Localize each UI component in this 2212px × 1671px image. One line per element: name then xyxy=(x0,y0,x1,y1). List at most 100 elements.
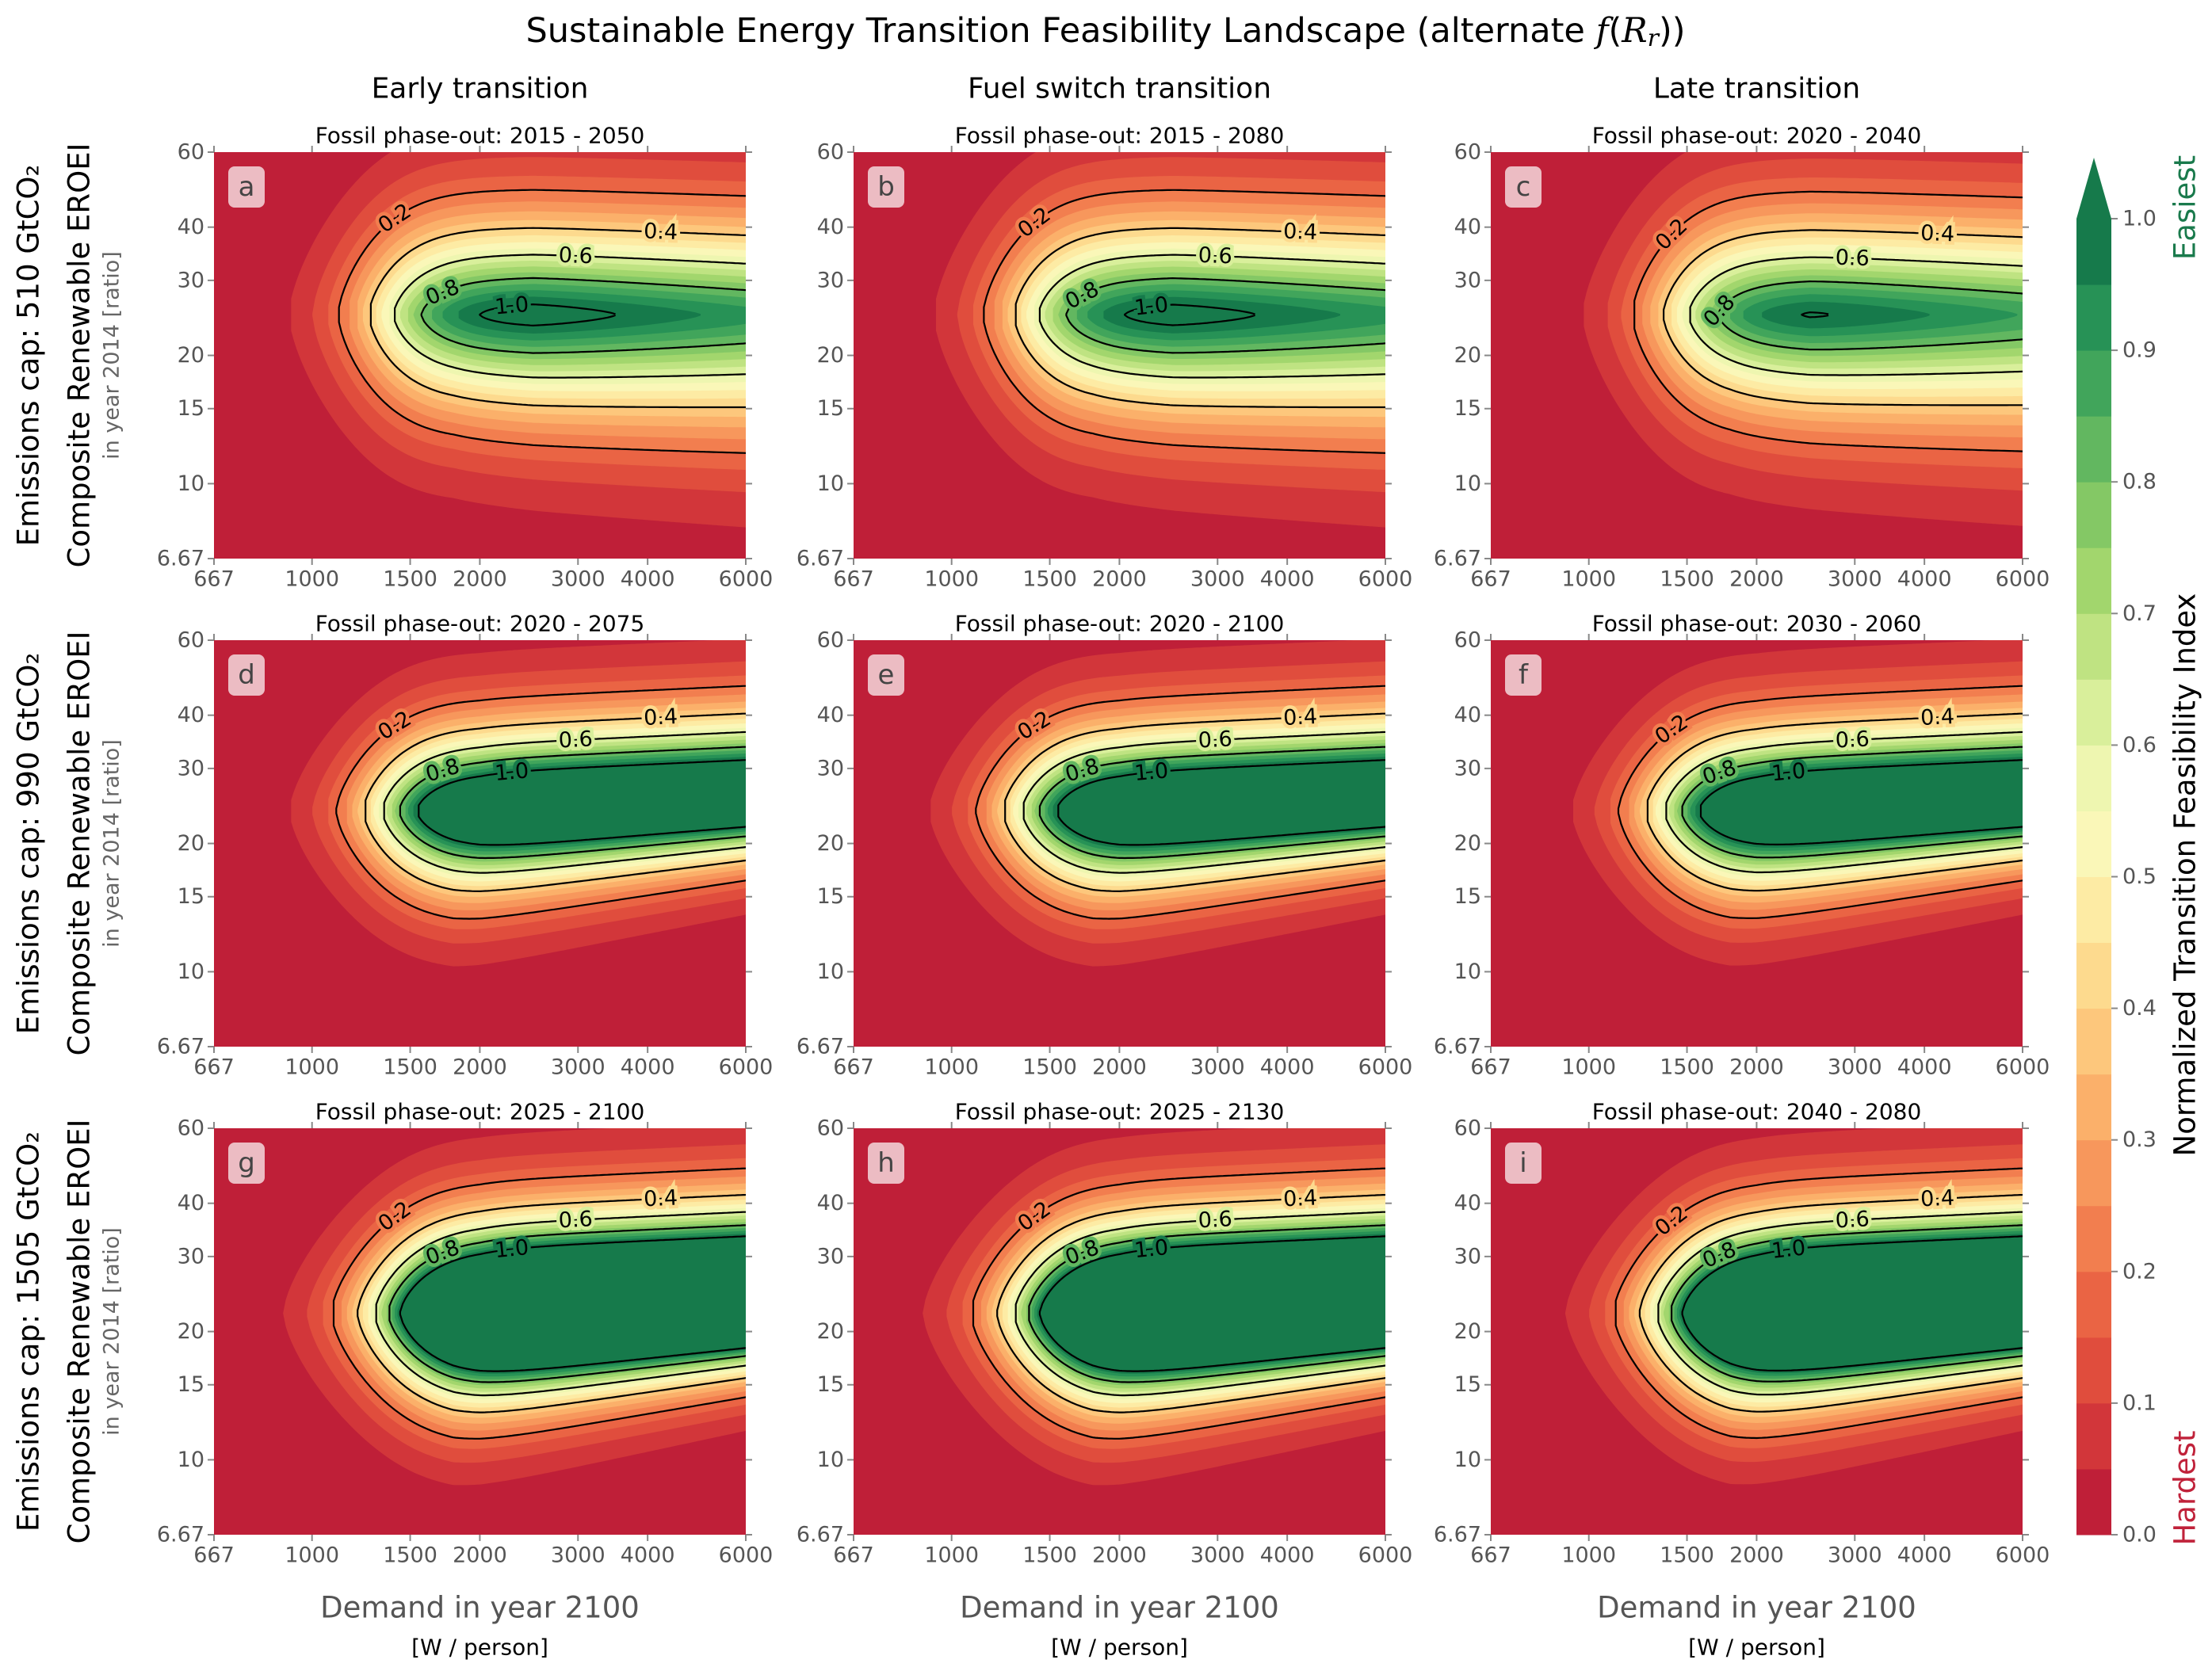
colorbar-high-text: Easiest xyxy=(2168,155,2202,260)
x-tick-label: 6000 xyxy=(719,1543,774,1568)
y-tick-label: 20 xyxy=(817,343,844,368)
x-tick-label: 3000 xyxy=(551,1543,606,1568)
panel-subtitle: Fossil phase-out: 2020 - 2100 xyxy=(955,611,1285,637)
x-tick-label: 6000 xyxy=(719,1055,774,1080)
contour-line xyxy=(1014,227,1385,409)
y-tick-label: 6.67 xyxy=(157,547,204,571)
panel-label-box xyxy=(228,166,265,208)
y-tick-label: 40 xyxy=(1454,215,1481,239)
x-tick-label: 2000 xyxy=(1729,1055,1784,1080)
y-tick-label: 10 xyxy=(817,1448,844,1472)
contour-line xyxy=(1681,746,2023,859)
contour-fill xyxy=(397,1234,746,1374)
contour-line xyxy=(338,189,746,454)
colorbar-band xyxy=(2076,1139,2111,1207)
contour-line xyxy=(1614,1167,2023,1440)
y-tick-label: 15 xyxy=(1454,396,1481,421)
x-tick-label: 2000 xyxy=(453,567,507,592)
contour-line xyxy=(1028,1224,1385,1383)
column-title: Fuel switch transition xyxy=(968,73,1271,105)
contour-line xyxy=(1638,1193,2023,1413)
contour-fill xyxy=(1037,1234,1385,1374)
y-tick-label: 15 xyxy=(178,1372,204,1397)
colorbar-band xyxy=(2076,1468,2111,1536)
x-tick-label: 4000 xyxy=(621,1055,675,1080)
contour-line xyxy=(972,1167,1385,1440)
x-tick-label: 6000 xyxy=(1996,567,2050,592)
x-axis-label: Demand in year 2100 xyxy=(320,1591,640,1625)
y-tick-label: 15 xyxy=(1454,884,1481,909)
contour-line xyxy=(1004,712,1385,893)
x-tick-label: 2000 xyxy=(453,1543,507,1568)
y-axis-note: in year 2014 [ratio] xyxy=(100,739,124,948)
contour-line xyxy=(1633,190,2023,452)
title-math: ( xyxy=(1608,11,1622,51)
x-tick-label: 4000 xyxy=(621,1543,675,1568)
x-tick-label: 1500 xyxy=(383,567,437,592)
contour-line xyxy=(1671,1224,2023,1383)
contour-label: 1.0 xyxy=(1133,1235,1170,1263)
y-tick-label: 40 xyxy=(178,703,204,727)
colorbar-low-text: Hardest xyxy=(2168,1430,2202,1545)
contour-line xyxy=(1057,759,1385,846)
y-tick-label: 60 xyxy=(817,1116,844,1141)
panel-label-box xyxy=(1505,166,1542,208)
y-tick-label: 6.67 xyxy=(797,547,844,571)
contour-line xyxy=(365,712,746,893)
x-tick-label: 6000 xyxy=(1996,1543,2050,1568)
x-tick-label: 1000 xyxy=(1561,1543,1616,1568)
contour-line xyxy=(479,303,616,327)
figure-title: Sustainable Energy Transition Feasibilit… xyxy=(525,11,1685,52)
panel-label: e xyxy=(878,659,895,691)
y-tick-label: 60 xyxy=(178,140,204,165)
y-axis-note: in year 2014 [ratio] xyxy=(100,251,124,460)
x-tick-label: 1000 xyxy=(1561,1055,1616,1080)
x-tick-label: 667 xyxy=(193,567,235,592)
contour-label: 0.4 xyxy=(1283,219,1318,245)
x-tick-label: 1000 xyxy=(924,1055,979,1080)
contour-label: 0.4 xyxy=(643,704,678,731)
panel-label: i xyxy=(1519,1147,1526,1179)
colorbar-tick-label: 0.4 xyxy=(2122,996,2157,1021)
y-tick-label: 6.67 xyxy=(157,1523,204,1547)
contour-label: 0.6 xyxy=(558,1207,594,1233)
panel-label: f xyxy=(1519,659,1529,691)
panel-subtitle: Fossil phase-out: 2015 - 2080 xyxy=(955,123,1285,149)
contour-label: 0.4 xyxy=(1282,1185,1317,1211)
y-tick-label: 6.67 xyxy=(157,1035,204,1059)
x-tick-label: 1000 xyxy=(285,1543,339,1568)
y-tick-label: 10 xyxy=(817,959,844,984)
x-tick-label: 4000 xyxy=(1897,1543,1952,1568)
x-tick-label: 667 xyxy=(1470,1543,1511,1568)
contour-label: 0.4 xyxy=(643,1185,678,1211)
plot-area: 0.2 0.40.60.8 xyxy=(1491,152,2023,559)
contour-line xyxy=(1646,712,2023,892)
contour-line xyxy=(383,731,746,874)
contour-label: 1.0 xyxy=(494,292,530,320)
x-tick-label: 667 xyxy=(833,1543,874,1568)
contour-line xyxy=(399,746,746,860)
contour-label: 0.4 xyxy=(1282,704,1317,731)
contour-line xyxy=(1699,759,2023,845)
contour-label: 0.6 xyxy=(1198,1207,1233,1233)
colorbar-band xyxy=(2076,219,2111,285)
x-tick-label: 6000 xyxy=(719,567,774,592)
colorbar-band xyxy=(2076,1205,2111,1272)
x-tick-label: 6000 xyxy=(1358,1543,1413,1568)
y-tick-label: 40 xyxy=(1454,703,1481,727)
x-tick-label: 2000 xyxy=(1092,1055,1147,1080)
colorbar-band xyxy=(2076,1074,2111,1141)
contour-fill xyxy=(1695,757,2023,848)
contour-label: 0.4 xyxy=(1920,704,1954,731)
panel-label: g xyxy=(238,1147,255,1179)
contour-line xyxy=(1038,254,1385,379)
contour-line xyxy=(1657,1211,2023,1396)
panel-subtitle: Fossil phase-out: 2020 - 2040 xyxy=(1592,123,1922,149)
x-axis-label: Demand in year 2100 xyxy=(1597,1591,1916,1625)
contour-label: 0.4 xyxy=(1920,1185,1954,1211)
contour-label: 0.4 xyxy=(644,219,678,245)
y-tick-label: 15 xyxy=(178,396,204,421)
contour-label: 0.4 xyxy=(1920,221,1955,247)
y-tick-label: 20 xyxy=(817,1319,844,1344)
